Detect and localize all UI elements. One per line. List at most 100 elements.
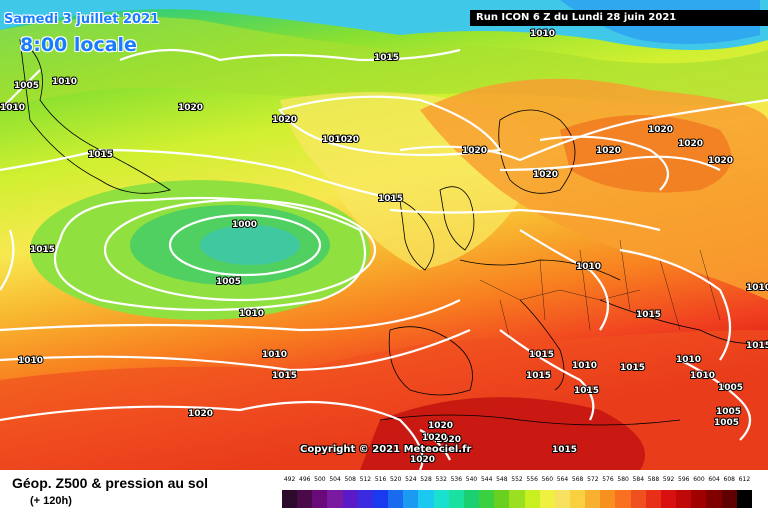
isobar-label: 1020 <box>436 435 461 445</box>
legend-swatch <box>479 490 495 508</box>
legend-swatch <box>494 490 510 508</box>
isobar-label: 1020 <box>533 170 558 180</box>
legend-swatch <box>403 490 419 508</box>
isobar-label: 1020 <box>422 433 447 443</box>
isobar-label: 1020 <box>188 409 213 419</box>
isobar-label: 1020 <box>596 146 621 156</box>
legend-label: 576 <box>602 476 614 483</box>
legend-swatch <box>509 490 525 508</box>
isobar-label: 1020 <box>410 455 435 465</box>
run-info: Run ICON 6 Z du Lundi 28 juin 2021 <box>470 10 768 26</box>
isobar-label: 1015 <box>529 350 554 360</box>
isobar-label: 1005 <box>716 407 741 417</box>
legend-swatch <box>630 490 646 508</box>
isobar-label: 1015 <box>272 371 297 381</box>
legend-swatch <box>282 490 298 508</box>
isobar-label: 1010 <box>690 371 715 381</box>
legend-swatch <box>706 490 722 508</box>
isobar-label: 1010 <box>746 283 768 293</box>
legend-swatch <box>554 490 570 508</box>
map-product-title: Géop. Z500 & pression au sol <box>12 475 209 491</box>
legend-swatch <box>569 490 586 508</box>
legend-label: 536 <box>450 476 463 483</box>
forecast-date: Samedi 3 juillet 2021 <box>4 12 160 27</box>
isobar-label: 1015 <box>552 445 577 455</box>
legend-label: 596 <box>678 476 690 483</box>
legend-label: 608 <box>723 476 735 483</box>
weather-map: 1010 1005 1010 1015 1020 1015 1020 1020 … <box>0 0 768 470</box>
isobar-label: 1010 <box>576 262 601 272</box>
legend-swatch <box>418 490 434 508</box>
legend-swatch <box>600 490 616 508</box>
legend-label: 612 <box>738 476 751 483</box>
isobar-label: 1020 <box>708 156 733 166</box>
legend-label: 512 <box>359 476 372 483</box>
legend-swatch <box>448 490 464 508</box>
isobar-label: 1020 <box>334 135 359 145</box>
isobar-lines <box>0 48 768 470</box>
legend-swatch <box>297 490 313 508</box>
isobar-label: 1015 <box>30 245 55 255</box>
isobar-label: 1005 <box>718 383 743 393</box>
legend-swatch <box>660 490 677 508</box>
isobar-label: 1010 <box>530 29 555 39</box>
legend-label: 560 <box>541 476 554 483</box>
isobar-label: 1000 <box>232 220 257 230</box>
legend-swatch <box>327 490 343 508</box>
isobar-label: 1010 <box>0 103 25 113</box>
isobar-label: 1015 <box>620 363 645 373</box>
legend-label: 500 <box>314 476 326 483</box>
legend-label: 492 <box>283 476 296 483</box>
legend-swatch <box>312 490 328 508</box>
legend-swatch <box>372 490 389 508</box>
legend-swatch <box>691 490 707 508</box>
isobar-label: 1005 <box>714 418 739 428</box>
isobar-label: 1010 <box>572 361 597 371</box>
isobar-label: 1010 <box>262 350 287 360</box>
legend-label: 504 <box>329 476 341 483</box>
legend-label: 532 <box>435 476 447 483</box>
forecast-lead-time: (+ 120h) <box>30 495 72 507</box>
isobar-label: 1015 <box>636 310 661 320</box>
legend-swatch <box>524 490 540 508</box>
isobar-label: 1020 <box>678 139 703 149</box>
isobar-labels: 1010 1005 1010 1015 1020 1015 1020 1020 … <box>0 28 768 466</box>
legend-label: 524 <box>405 476 417 483</box>
atlantic-low-core <box>200 225 300 265</box>
legend-label: 516 <box>374 476 387 483</box>
map-graphic: 1010 1005 1010 1015 1020 1015 1020 1020 … <box>0 0 768 470</box>
legend-label: 540 <box>465 476 478 483</box>
isobar-label: 1020 <box>428 421 453 431</box>
legend-label: 552 <box>511 476 523 483</box>
legend-label: 544 <box>480 476 493 483</box>
legend-label: 584 <box>632 476 645 483</box>
legend-label: 548 <box>496 476 508 483</box>
legend-swatches <box>282 490 752 508</box>
legend-swatch <box>388 490 404 508</box>
isobar-label: 1020 <box>648 125 673 135</box>
legend-swatch <box>615 490 631 508</box>
isobar-label: 1005 <box>14 81 39 91</box>
legend-label: 588 <box>647 476 660 483</box>
isobar-label: 1010 <box>52 77 77 87</box>
borders <box>479 239 721 341</box>
legend-swatch <box>342 490 358 508</box>
legend-label: 604 <box>708 476 720 483</box>
legend-label: 580 <box>617 476 629 483</box>
forecast-time: 8:00 locale <box>20 34 137 56</box>
legend-label: 592 <box>662 476 675 483</box>
legend-swatch <box>585 490 601 508</box>
legend-label: 564 <box>556 476 569 483</box>
legend-labels: 492 496 500 504 508 512 516 520 524 528 532 536 540 5… <box>282 476 752 488</box>
legend-swatch <box>539 490 555 508</box>
copyright-notice: Copyright © 2021 Meteociel.fr <box>300 444 472 455</box>
legend-label: 508 <box>344 476 356 483</box>
isobar-label: 1015 <box>526 371 551 381</box>
legend-swatch <box>676 490 692 508</box>
legend-label: 496 <box>299 476 311 483</box>
scandinavia-core <box>560 115 732 193</box>
isobar-label: 1020 <box>462 146 487 156</box>
legend-swatch <box>433 490 449 508</box>
legend-label: 556 <box>526 476 538 483</box>
legend-swatch <box>736 490 752 508</box>
